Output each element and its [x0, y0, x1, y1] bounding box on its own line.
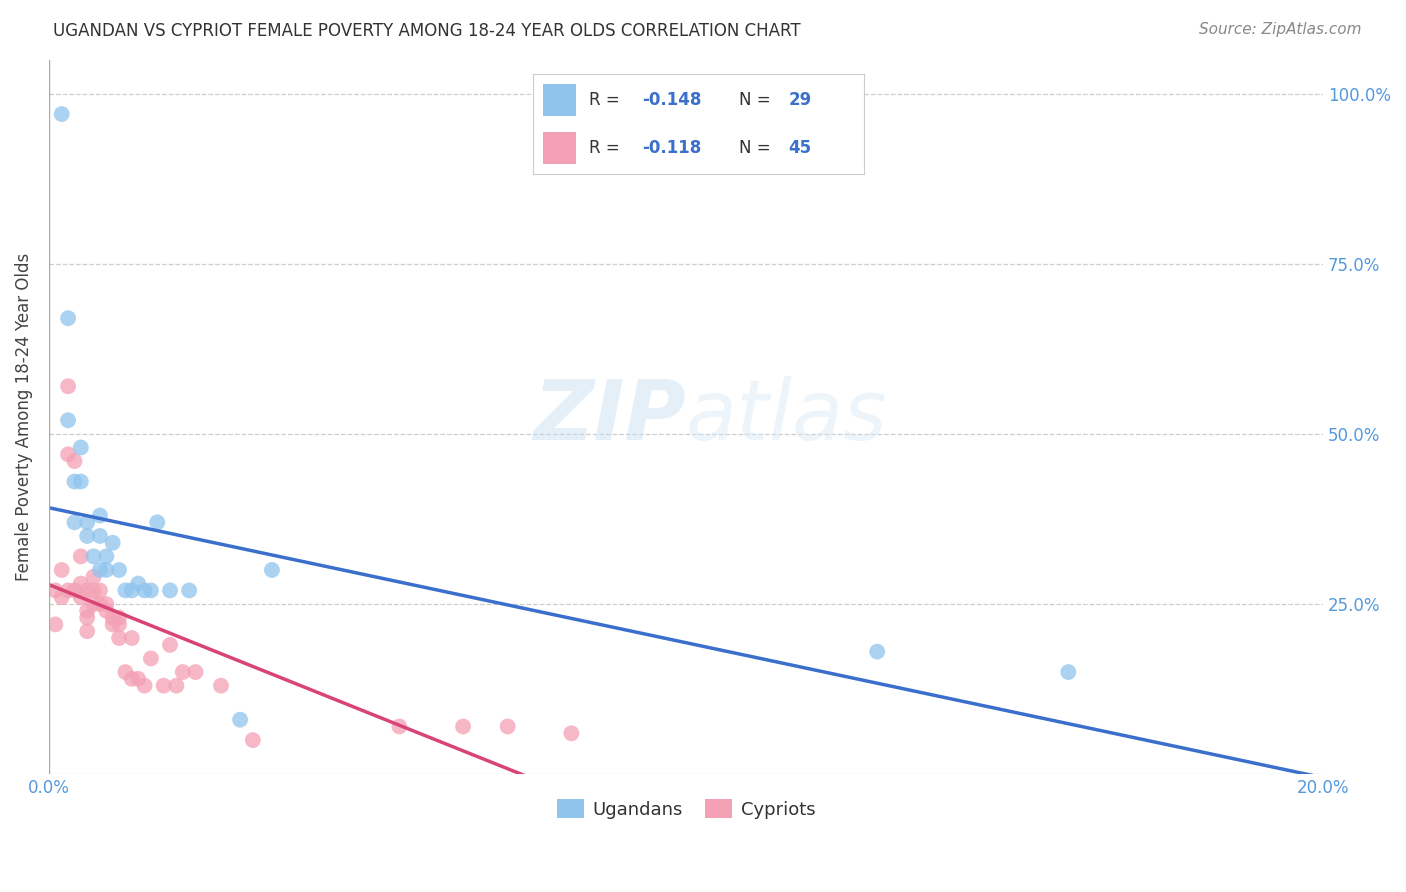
Point	[127, 672, 149, 686]
Point	[51, 591, 73, 605]
Point	[242, 733, 264, 747]
Point	[76, 624, 98, 639]
Point	[209, 679, 232, 693]
Point	[560, 726, 582, 740]
Point	[56, 583, 79, 598]
Point	[108, 631, 131, 645]
Point	[179, 583, 201, 598]
Point	[89, 583, 111, 598]
Point	[56, 311, 79, 326]
Point	[83, 570, 105, 584]
Point	[101, 617, 124, 632]
Point	[1057, 665, 1080, 679]
Point	[108, 610, 131, 624]
Point	[56, 379, 79, 393]
Point	[89, 563, 111, 577]
Point	[146, 516, 169, 530]
Point	[134, 583, 156, 598]
Point	[76, 604, 98, 618]
Point	[44, 617, 66, 632]
Point	[108, 563, 131, 577]
Point	[229, 713, 252, 727]
Point	[76, 583, 98, 598]
Point	[101, 610, 124, 624]
Text: atlas: atlas	[686, 376, 887, 458]
Text: UGANDAN VS CYPRIOT FEMALE POVERTY AMONG 18-24 YEAR OLDS CORRELATION CHART: UGANDAN VS CYPRIOT FEMALE POVERTY AMONG …	[53, 22, 801, 40]
Point	[63, 516, 86, 530]
Point	[388, 719, 411, 733]
Point	[96, 549, 118, 564]
Point	[451, 719, 474, 733]
Point	[96, 563, 118, 577]
Point	[83, 549, 105, 564]
Point	[69, 441, 91, 455]
Point	[165, 679, 187, 693]
Point	[69, 591, 91, 605]
Point	[108, 617, 131, 632]
Point	[56, 413, 79, 427]
Point	[121, 583, 143, 598]
Point	[96, 604, 118, 618]
Point	[76, 610, 98, 624]
Point	[159, 638, 181, 652]
Text: Source: ZipAtlas.com: Source: ZipAtlas.com	[1198, 22, 1361, 37]
Point	[44, 583, 66, 598]
Point	[260, 563, 283, 577]
Point	[172, 665, 194, 679]
Point	[184, 665, 207, 679]
Point	[83, 583, 105, 598]
Point	[159, 583, 181, 598]
Point	[69, 576, 91, 591]
Point	[496, 719, 519, 733]
Y-axis label: Female Poverty Among 18-24 Year Olds: Female Poverty Among 18-24 Year Olds	[15, 252, 32, 581]
Point	[127, 576, 149, 591]
Point	[89, 508, 111, 523]
Point	[51, 563, 73, 577]
Point	[114, 665, 136, 679]
Point	[139, 583, 162, 598]
Point	[51, 107, 73, 121]
Point	[56, 447, 79, 461]
Point	[121, 672, 143, 686]
Point	[63, 475, 86, 489]
Point	[89, 597, 111, 611]
Point	[152, 679, 174, 693]
Point	[121, 631, 143, 645]
Point	[134, 679, 156, 693]
Point	[76, 529, 98, 543]
Point	[101, 535, 124, 549]
Point	[89, 529, 111, 543]
Point	[76, 516, 98, 530]
Point	[69, 549, 91, 564]
Text: ZIP: ZIP	[533, 376, 686, 458]
Legend: Ugandans, Cypriots: Ugandans, Cypriots	[550, 792, 823, 826]
Point	[139, 651, 162, 665]
Point	[69, 475, 91, 489]
Point	[83, 597, 105, 611]
Point	[866, 645, 889, 659]
Point	[63, 583, 86, 598]
Point	[96, 597, 118, 611]
Point	[114, 583, 136, 598]
Point	[63, 454, 86, 468]
